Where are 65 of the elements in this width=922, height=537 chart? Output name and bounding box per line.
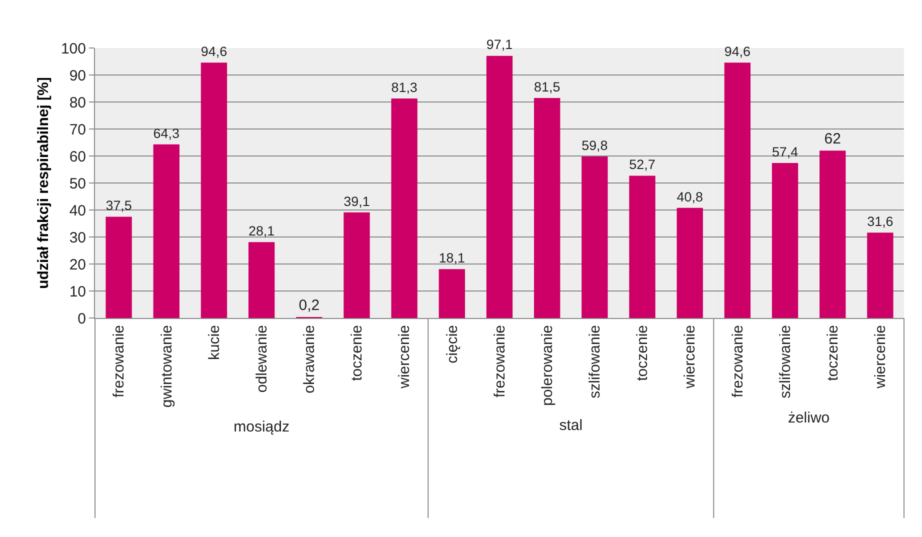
x-tick-label: kucie	[206, 325, 223, 360]
bar	[486, 56, 513, 318]
data-label: 39,1	[344, 194, 370, 209]
x-tick-label: szlifowanie	[586, 325, 604, 398]
x-tick-label: toczenie	[634, 325, 652, 381]
x-tick-label: frezowanie	[729, 325, 746, 398]
data-label: 0,2	[298, 297, 320, 314]
bar	[153, 144, 180, 318]
x-axis-title: mosiądz	[234, 418, 290, 436]
data-label: 18,1	[438, 250, 465, 266]
y-tick-label: 20	[69, 256, 86, 274]
bar	[200, 62, 228, 318]
y-tick-label: 90	[69, 67, 86, 84]
y-tick-label: 0	[78, 310, 86, 328]
x-tick-label: gwintowanie	[158, 325, 176, 408]
data-label: 97,1	[486, 37, 513, 52]
x-tick-label: szlifowanie	[776, 325, 794, 398]
y-tick-label: 70	[69, 121, 86, 138]
data-label: 40,8	[676, 189, 703, 204]
data-label: 64,3	[153, 126, 180, 141]
bar	[820, 150, 846, 318]
x-tick-label: frezowanie	[110, 325, 128, 398]
bar	[676, 208, 703, 318]
x-tick-label: okrawanie	[301, 325, 318, 394]
data-label: 81,3	[391, 80, 418, 95]
data-label: 52,7	[629, 157, 656, 172]
x-tick-label: polerowanie	[538, 325, 556, 406]
bar	[629, 176, 656, 318]
y-tick-label: 80	[69, 94, 86, 112]
data-label: 28,1	[248, 224, 275, 239]
x-tick-label: toczenie	[348, 325, 366, 381]
y-tick-label: 60	[69, 148, 86, 166]
x-tick-label: wiercenie	[682, 325, 699, 390]
bar	[438, 269, 465, 318]
data-label: 62	[824, 130, 841, 148]
data-label: 59,8	[582, 138, 608, 153]
bar	[772, 163, 798, 318]
data-label: 94,6	[724, 44, 751, 59]
x-tick-label: wiercenie	[872, 325, 890, 390]
bar	[582, 156, 608, 318]
bar	[106, 216, 132, 318]
y-tick-label: 40	[69, 202, 86, 220]
bar	[724, 62, 751, 318]
data-label: 31,6	[867, 214, 894, 230]
x-tick-label: cięcie	[444, 325, 461, 364]
bar	[534, 98, 560, 318]
x-tick-label: frezowanie	[491, 325, 508, 398]
bar	[248, 242, 275, 318]
data-label: 37,5	[106, 198, 132, 214]
y-axis-title: udział frakcji respirabilnej [%]	[35, 77, 52, 289]
bar	[867, 232, 894, 318]
y-tick-label: 30	[69, 229, 86, 246]
bar	[391, 98, 418, 318]
data-label: 94,6	[200, 44, 228, 59]
y-tick-label: 10	[69, 283, 86, 300]
y-tick-label: 50	[69, 175, 86, 192]
y-tick-label: 100	[60, 40, 86, 58]
data-label: 57,4	[772, 144, 799, 160]
x-tick-label: wiercenie	[396, 325, 414, 390]
x-axis-title: stal	[559, 416, 583, 434]
x-tick-label: toczenie	[824, 325, 842, 381]
x-tick-label: odlewanie	[253, 325, 270, 393]
x-axis-title: żeliwo	[788, 409, 830, 426]
data-label: 81,5	[534, 79, 560, 94]
bar	[344, 212, 370, 318]
